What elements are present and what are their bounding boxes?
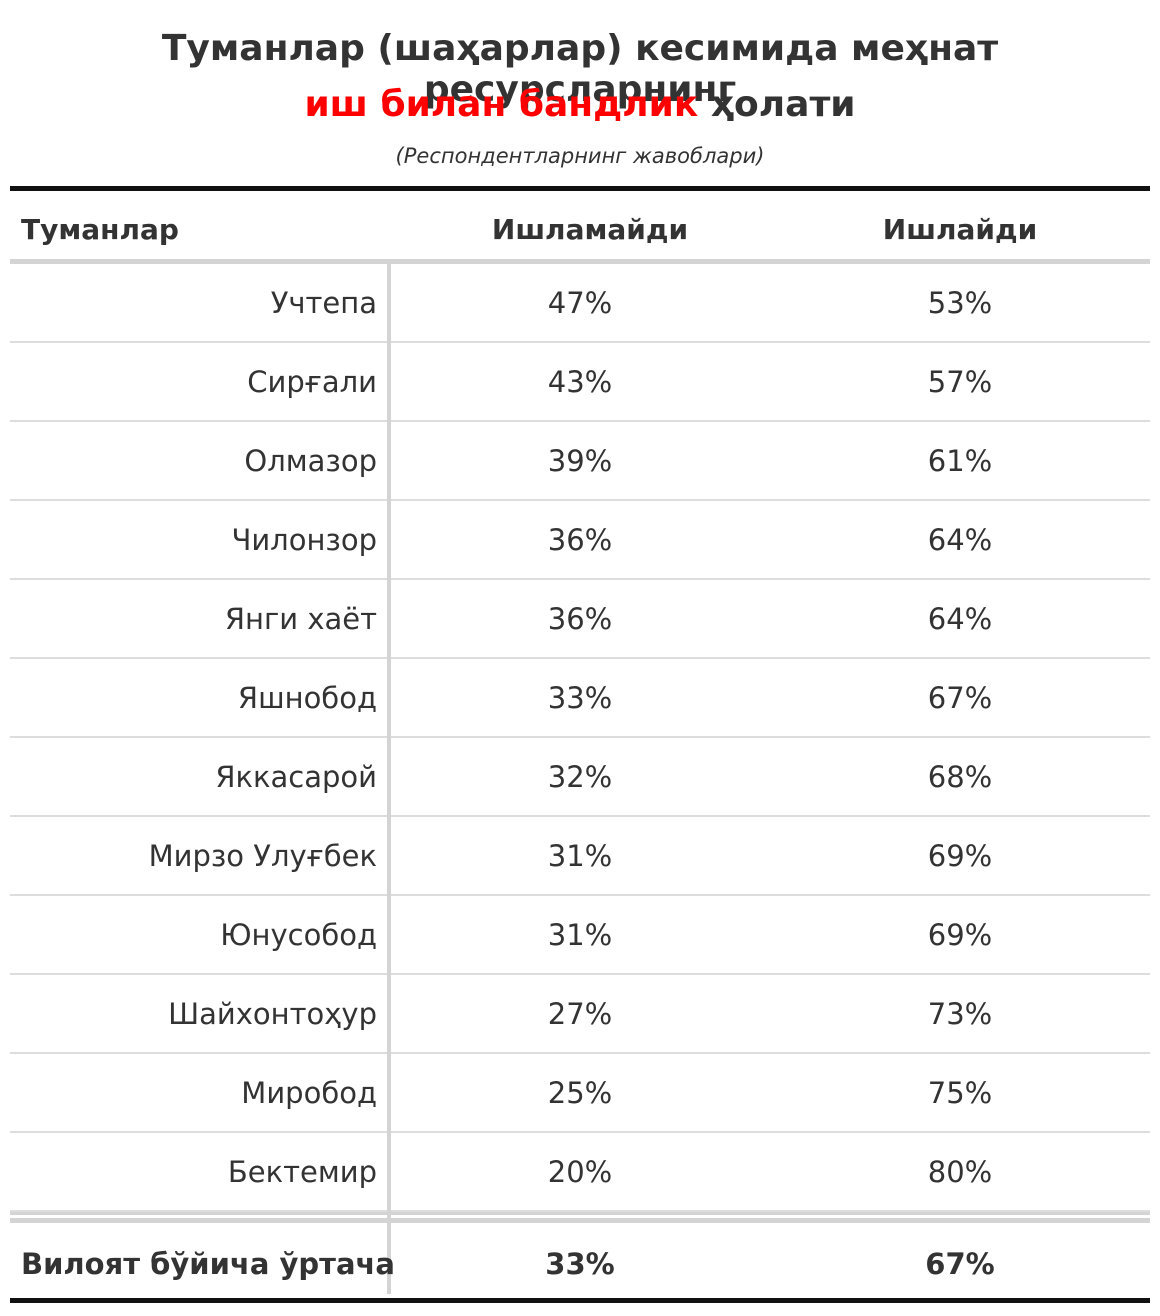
table-top-rule bbox=[10, 186, 1150, 191]
header-districts: Туманлар bbox=[21, 213, 179, 246]
working-value: 68% bbox=[927, 760, 993, 794]
working-value: 64% bbox=[927, 523, 993, 557]
column-divider bbox=[387, 264, 391, 1294]
district-name: Сирғали bbox=[247, 365, 377, 399]
working-value: 75% bbox=[927, 1076, 993, 1110]
table-bottom-rule bbox=[10, 1298, 1150, 1303]
district-name: Олмазор bbox=[244, 444, 377, 478]
working-value: 64% bbox=[927, 602, 993, 636]
district-name: Мирзо Улуғбек bbox=[148, 839, 377, 873]
working-value: 67% bbox=[927, 681, 993, 715]
footer-rule-thin bbox=[10, 1212, 1150, 1215]
district-name: Яккасарой bbox=[215, 760, 377, 794]
not-working-value: 31% bbox=[547, 918, 613, 952]
not-working-value: 36% bbox=[547, 602, 613, 636]
header-working: Ишлайди bbox=[882, 213, 1038, 246]
working-value: 73% bbox=[927, 997, 993, 1031]
header-rule bbox=[10, 259, 1150, 264]
table-row: Миробод 25% 75% bbox=[10, 1054, 1150, 1133]
table-row: Шайхонтоҳур 27% 73% bbox=[10, 975, 1150, 1054]
not-working-value: 20% bbox=[547, 1155, 613, 1189]
working-value: 69% bbox=[927, 839, 993, 873]
district-name: Миробод bbox=[241, 1076, 377, 1110]
not-working-value: 36% bbox=[547, 523, 613, 557]
working-value: 57% bbox=[927, 365, 993, 399]
working-value: 80% bbox=[927, 1155, 993, 1189]
district-name: Учтепа bbox=[270, 286, 377, 320]
working-value: 53% bbox=[927, 286, 993, 320]
district-name: Чилонзор bbox=[231, 523, 377, 557]
header-not-working: Ишламайди bbox=[491, 213, 689, 246]
table-footer: Вилоят бўйича ўртача 33% 67% bbox=[10, 1223, 1150, 1301]
subtitle: (Респондентларнинг жавоблари) bbox=[395, 144, 765, 168]
average-working: 67% bbox=[925, 1247, 995, 1281]
table-header: Туманлар Ишламайди Ишлайди bbox=[10, 191, 1150, 262]
not-working-value: 27% bbox=[547, 997, 613, 1031]
title-rest: ҳолати bbox=[710, 84, 856, 125]
not-working-value: 43% bbox=[547, 365, 613, 399]
not-working-value: 31% bbox=[547, 839, 613, 873]
district-name: Шайхонтоҳур bbox=[168, 997, 377, 1031]
working-value: 69% bbox=[927, 918, 993, 952]
not-working-value: 25% bbox=[547, 1076, 613, 1110]
district-name: Бектемир bbox=[227, 1155, 377, 1189]
title-highlight: иш билан бандлик bbox=[304, 84, 699, 125]
table-row: Чилонзор 36% 64% bbox=[10, 501, 1150, 580]
table-row: Яшнобод 33% 67% bbox=[10, 659, 1150, 738]
table-row: Бектемир 20% 80% bbox=[10, 1133, 1150, 1212]
not-working-value: 33% bbox=[547, 681, 613, 715]
table-row: Сирғали 43% 57% bbox=[10, 343, 1150, 422]
district-name: Юнусобод bbox=[220, 918, 377, 952]
table-body: Учтепа 47% 53% Сирғали 43% 57% Олмазор 3… bbox=[10, 264, 1150, 1212]
not-working-value: 39% bbox=[547, 444, 613, 478]
table-row: Учтепа 47% 53% bbox=[10, 264, 1150, 343]
not-working-value: 47% bbox=[547, 286, 613, 320]
district-name: Янги хаёт bbox=[224, 602, 377, 636]
table-row: Яккасарой 32% 68% bbox=[10, 738, 1150, 817]
average-not-working: 33% bbox=[545, 1247, 615, 1281]
page-title-line2: иш билан бандлик ҳолати bbox=[0, 84, 1160, 125]
table-row: Янги хаёт 36% 64% bbox=[10, 580, 1150, 659]
average-label: Вилоят бўйича ўртача bbox=[21, 1247, 395, 1281]
not-working-value: 32% bbox=[547, 760, 613, 794]
working-value: 61% bbox=[927, 444, 993, 478]
table-row: Юнусобод 31% 69% bbox=[10, 896, 1150, 975]
page-title: Туманлар (шаҳарлар) кесимида меҳнат ресу… bbox=[161, 28, 999, 110]
district-name: Яшнобод bbox=[237, 681, 377, 715]
table-row: Мирзо Улуғбек 31% 69% bbox=[10, 817, 1150, 896]
table-row: Олмазор 39% 61% bbox=[10, 422, 1150, 501]
footer-rule bbox=[10, 1218, 1150, 1223]
